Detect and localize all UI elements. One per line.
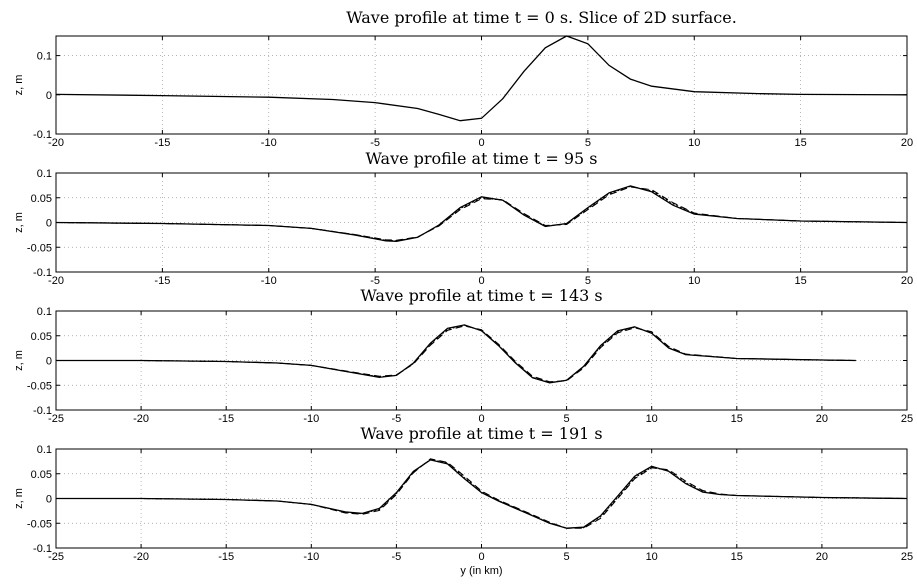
x-tick-label: 20 xyxy=(901,275,913,287)
series-line-dashed xyxy=(56,325,856,383)
x-tick-label: 5 xyxy=(585,137,591,149)
x-tick-label: 10 xyxy=(646,551,658,563)
x-tick-label: 0 xyxy=(478,413,484,425)
panel-4: -25 -20 -15 -10 -5 0 5 10 15 20 25 -0.1 -0.05 0 0.05 0.… xyxy=(13,424,913,577)
x-tick-label: 15 xyxy=(795,275,807,287)
y-axis-label: z, m xyxy=(13,350,25,371)
x-tick-label: 20 xyxy=(901,137,913,149)
y-tick-label: -0.1 xyxy=(33,129,52,141)
y-tick-label: -0.1 xyxy=(33,267,52,279)
y-tick-label: 0 xyxy=(46,90,52,102)
x-tick-label: -20 xyxy=(133,551,149,563)
chart-title: Wave profile at time t = 95 s xyxy=(365,149,597,168)
x-tick-label: -5 xyxy=(392,551,402,563)
panel-1: -20 -15 -10 -5 0 5 10 15 20 -0.1 0 0.1 z, m Wave prof… xyxy=(13,8,913,149)
x-tick-label: 25 xyxy=(901,551,913,563)
series-line-solid xyxy=(55,35,908,122)
x-tick-label: 15 xyxy=(731,413,743,425)
x-tick-label: 10 xyxy=(688,137,700,149)
x-tick-label: -20 xyxy=(48,275,64,287)
y-tick-label: -0.05 xyxy=(27,518,52,530)
x-tick-label: 20 xyxy=(816,413,828,425)
y-tick-label: -0.1 xyxy=(33,543,52,555)
y-tick-label: -0.05 xyxy=(27,242,52,254)
y-axis-label: z, m xyxy=(13,75,25,96)
y-tick-label: 0.05 xyxy=(31,193,52,205)
x-tick-label: 5 xyxy=(564,551,570,563)
y-axis-label: z, m xyxy=(13,488,25,509)
x-tick-label: 0 xyxy=(478,275,484,287)
y-tick-label: 0.1 xyxy=(37,51,52,63)
x-tick-label: -15 xyxy=(218,413,234,425)
y-tick-label: 0.05 xyxy=(31,331,52,343)
y-axis-label: z, m xyxy=(13,212,25,233)
series-line-dotted xyxy=(55,185,908,242)
x-tick-label: -15 xyxy=(154,275,170,287)
x-tick-label: 15 xyxy=(795,137,807,149)
x-tick-label: -5 xyxy=(370,137,380,149)
x-tick-label: -15 xyxy=(218,551,234,563)
chart-title: Wave profile at time t = 0 s. Slice of 2… xyxy=(346,8,737,27)
chart-title: Wave profile at time t = 143 s xyxy=(360,286,602,305)
series-line-solid xyxy=(56,324,856,384)
y-tick-label: 0.1 xyxy=(37,306,52,318)
y-tick-label: 0.1 xyxy=(37,444,52,456)
x-tick-label: -10 xyxy=(261,275,277,287)
x-tick-label: 5 xyxy=(564,413,570,425)
x-tick-label: 10 xyxy=(688,275,700,287)
x-tick-label: 0 xyxy=(478,137,484,149)
series-line-dashed xyxy=(55,186,908,241)
x-tick-label: -5 xyxy=(392,413,402,425)
y-tick-label: 0 xyxy=(46,218,52,230)
x-tick-label: 5 xyxy=(585,275,591,287)
y-tick-label: 0.05 xyxy=(31,469,52,481)
x-tick-label: 25 xyxy=(901,413,913,425)
x-tick-label: 15 xyxy=(731,551,743,563)
x-tick-label: 10 xyxy=(646,413,658,425)
y-tick-label: 0 xyxy=(46,494,52,506)
x-tick-label: -10 xyxy=(261,137,277,149)
x-tick-label: -10 xyxy=(303,551,319,563)
y-tick-label: 0.1 xyxy=(37,168,52,180)
x-tick-label: 0 xyxy=(478,551,484,563)
y-tick-label: -0.1 xyxy=(33,405,52,417)
x-tick-label: -20 xyxy=(133,413,149,425)
x-axis-label: y (in km) xyxy=(460,565,502,577)
series-line-dotted xyxy=(56,324,856,383)
x-tick-label: -20 xyxy=(48,137,64,149)
y-tick-label: 0 xyxy=(46,356,52,368)
chart-title: Wave profile at time t = 191 s xyxy=(360,424,602,443)
x-tick-label: -25 xyxy=(48,551,64,563)
x-tick-label: -25 xyxy=(48,413,64,425)
x-tick-label: -10 xyxy=(303,413,319,425)
x-tick-label: -15 xyxy=(154,137,170,149)
series-line-dotted xyxy=(56,458,908,529)
panel-2: -20 -15 -10 -5 0 5 10 15 20 -0.1 -0.05 0 0.05 0.1 z, m… xyxy=(13,149,913,287)
y-tick-label: -0.05 xyxy=(27,380,52,392)
x-tick-label: -5 xyxy=(370,275,380,287)
panel-3: -25 -20 -15 -10 -5 0 5 10 15 20 25 -0.1 -0.05 0 0.05 0.… xyxy=(13,286,913,425)
x-tick-label: 20 xyxy=(816,551,828,563)
